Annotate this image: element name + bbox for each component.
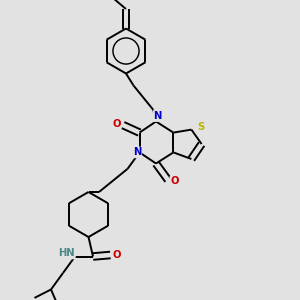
Text: N: N: [153, 111, 162, 121]
Text: O: O: [112, 118, 121, 129]
Text: O: O: [113, 250, 121, 260]
Text: S: S: [197, 122, 204, 132]
Text: HN: HN: [58, 248, 75, 259]
Text: N: N: [133, 147, 141, 158]
Text: O: O: [170, 176, 179, 187]
